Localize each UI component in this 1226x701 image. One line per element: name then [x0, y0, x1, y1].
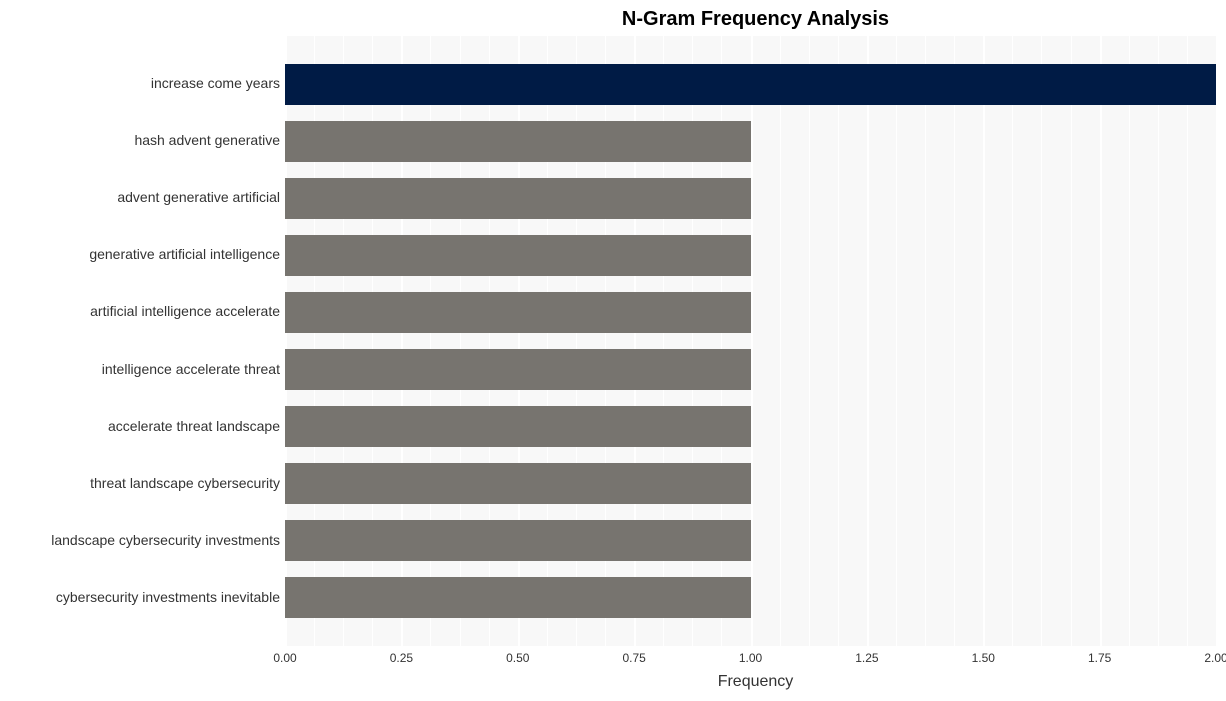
gridline-minor — [1012, 36, 1013, 646]
gridline-minor — [1129, 36, 1130, 646]
chart-title: N-Gram Frequency Analysis — [0, 8, 1226, 31]
gridline-minor — [1158, 36, 1159, 646]
y-category-label: cybersecurity investments inevitable — [56, 589, 280, 605]
gridline-minor — [954, 36, 955, 646]
gridline-minor — [896, 36, 897, 646]
y-category-label: landscape cybersecurity investments — [51, 532, 280, 548]
gridline-major — [1100, 36, 1102, 646]
gridline-minor — [1187, 36, 1188, 646]
x-tick-label: 0.00 — [273, 651, 296, 665]
gridline-minor — [1071, 36, 1072, 646]
xaxis-title: Frequency — [0, 673, 1226, 691]
bar — [285, 64, 1216, 106]
bar — [285, 520, 751, 562]
x-tick-label: 1.25 — [855, 651, 878, 665]
x-tick-label: 1.75 — [1088, 651, 1111, 665]
bar — [285, 292, 751, 334]
gridline-major — [867, 36, 869, 646]
gridline-minor — [925, 36, 926, 646]
x-tick-label: 0.75 — [622, 651, 645, 665]
gridline-minor — [809, 36, 810, 646]
y-category-label: accelerate threat landscape — [108, 418, 280, 434]
bar — [285, 178, 751, 220]
bar — [285, 235, 751, 277]
x-tick-label: 0.25 — [390, 651, 413, 665]
gridline-minor — [780, 36, 781, 646]
bar — [285, 121, 751, 163]
bar — [285, 406, 751, 448]
gridline-minor — [838, 36, 839, 646]
y-category-label: threat landscape cybersecurity — [90, 475, 280, 491]
y-category-label: artificial intelligence accelerate — [90, 303, 280, 319]
gridline-minor — [1041, 36, 1042, 646]
bar — [285, 349, 751, 391]
bar — [285, 577, 751, 619]
gridline-major — [1216, 36, 1218, 646]
y-category-label: increase come years — [151, 75, 280, 91]
y-category-label: advent generative artificial — [117, 189, 280, 205]
gridline-major — [751, 36, 753, 646]
x-tick-label: 1.50 — [972, 651, 995, 665]
y-category-label: intelligence accelerate threat — [102, 361, 280, 377]
plot-area — [285, 36, 1216, 646]
y-category-label: hash advent generative — [134, 132, 280, 148]
x-tick-label: 1.00 — [739, 651, 762, 665]
gridline-major — [983, 36, 985, 646]
x-tick-label: 0.50 — [506, 651, 529, 665]
bar — [285, 463, 751, 505]
x-tick-label: 2.00 — [1204, 651, 1226, 665]
y-category-label: generative artificial intelligence — [89, 246, 280, 262]
